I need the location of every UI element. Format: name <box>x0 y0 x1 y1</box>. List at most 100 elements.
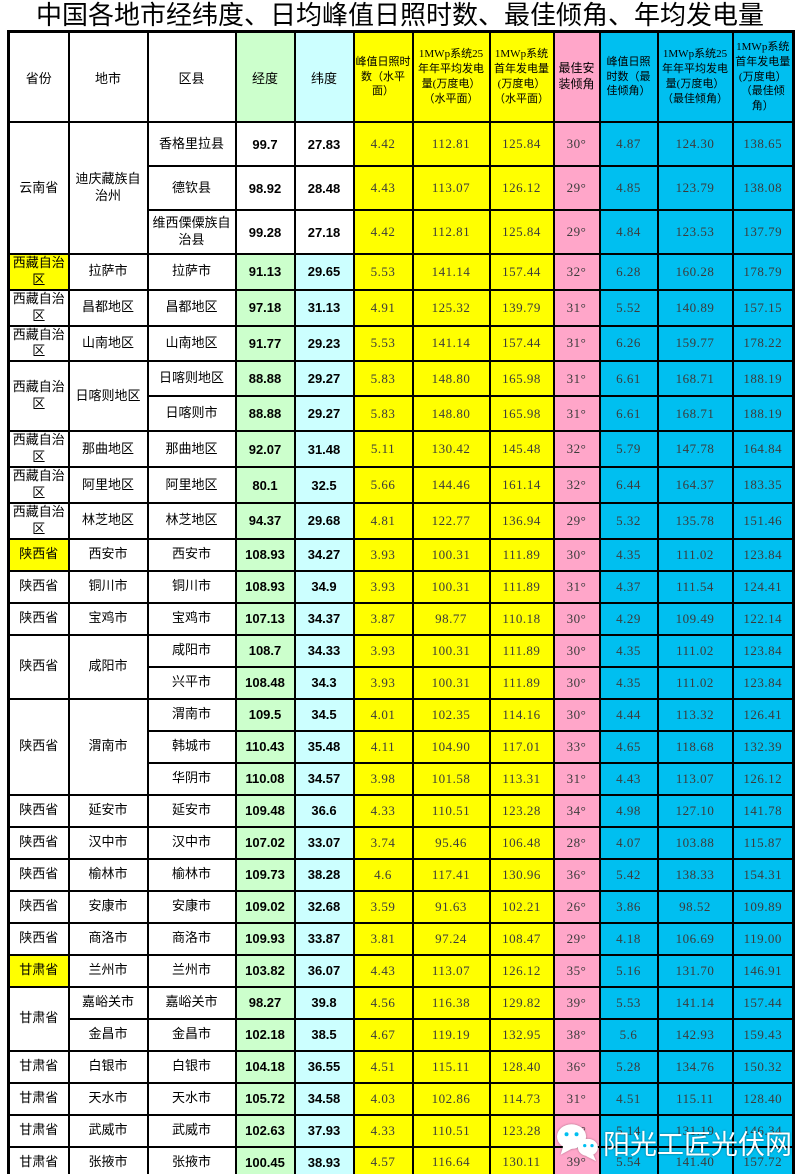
cell-avg25-horizontal: 102.35 <box>411 697 491 732</box>
cell-psh-tilt: 6.44 <box>598 466 659 504</box>
cell-psh-tilt: 4.35 <box>598 665 659 700</box>
cell-city: 咸阳市 <box>67 633 149 700</box>
solar-data-table: 省份 地市 区县 经度 纬度 峰值日照时数（水平面） 1MWp系统25年年平均发电量(万度电… <box>7 30 795 1174</box>
cell-firstyear-horizontal: 114.16 <box>488 697 555 732</box>
cell-psh-tilt: 6.61 <box>598 395 659 433</box>
cell-firstyear-horizontal: 106.48 <box>488 825 555 860</box>
cell-province: 甘肃省 <box>7 953 70 988</box>
cell-province: 陕西省 <box>7 889 70 924</box>
cell-latitude: 34.3 <box>293 665 355 700</box>
cell-best-tilt: 30° <box>552 697 601 732</box>
cell-county: 德钦县 <box>146 165 237 211</box>
cell-avg25-horizontal: 117.41 <box>411 857 491 892</box>
cell-province: 陕西省 <box>7 601 70 636</box>
cell-city: 宝鸡市 <box>67 601 149 636</box>
cell-psh-horizontal: 4.67 <box>352 1017 414 1052</box>
cell-psh-tilt: 5.52 <box>598 288 659 327</box>
cell-county: 张掖市 <box>146 1145 237 1174</box>
cell-county: 天水市 <box>146 1081 237 1116</box>
cell-firstyear-tilt: 138.65 <box>731 121 795 167</box>
table-row: 德钦县 98.92 28.48 4.43 113.07 126.12 29° 4.85 123.… <box>9 165 795 211</box>
cell-best-tilt: 30° <box>552 665 601 700</box>
cell-firstyear-tilt: 128.40 <box>731 1081 795 1116</box>
cell-avg25-horizontal: 116.64 <box>411 1145 491 1174</box>
cell-county: 阿里地区 <box>146 466 237 504</box>
cell-firstyear-horizontal: 108.47 <box>488 921 555 956</box>
cell-province: 西藏自治区 <box>7 360 70 433</box>
cell-best-tilt: 30° <box>552 121 601 167</box>
cell-county: 日喀则地区 <box>146 360 237 398</box>
page-title: 中国各地市经纬度、日均峰值日照时数、最佳倾角、年均发电量 <box>35 1 764 30</box>
cell-county: 金昌市 <box>146 1017 237 1052</box>
cell-psh-tilt: 4.43 <box>598 761 659 796</box>
cell-best-tilt: 32° <box>552 466 601 504</box>
cell-latitude: 38.28 <box>293 857 355 892</box>
cell-psh-horizontal: 4.33 <box>352 1113 414 1148</box>
cell-firstyear-horizontal: 157.44 <box>488 324 555 363</box>
cell-firstyear-horizontal: 102.21 <box>488 889 555 924</box>
table-row: 甘肃省 嘉峪关市 嘉峪关市 98.27 39.8 4.56 116.38 129.82 39° 5… <box>7 985 795 1052</box>
cell-county: 宝鸡市 <box>146 601 237 636</box>
cell-county: 铜川市 <box>146 569 237 604</box>
cell-longitude: 88.88 <box>234 395 296 433</box>
cell-longitude: 99.7 <box>234 121 296 167</box>
cell-city: 汉中市 <box>67 825 149 860</box>
cell-avg25-tilt: 109.49 <box>656 601 734 636</box>
cell-avg25-tilt: 160.28 <box>656 253 734 291</box>
cell-firstyear-horizontal: 161.14 <box>488 466 555 504</box>
cell-best-tilt: 32° <box>552 253 601 291</box>
cell-psh-tilt: 5.53 <box>598 985 659 1020</box>
table-row: 甘肃省武威市武威市102.6337.934.33110.51123.2837°5… <box>7 1113 795 1148</box>
cell-best-tilt: 30° <box>552 537 601 572</box>
cell-longitude: 102.18 <box>234 1017 296 1052</box>
cell-avg25-horizontal: 100.31 <box>411 633 491 668</box>
cell-province: 云南省 <box>7 121 70 255</box>
cell-firstyear-tilt: 146.91 <box>731 953 795 988</box>
cell-latitude: 36.6 <box>293 793 355 828</box>
cell-longitude: 108.93 <box>234 537 296 572</box>
cell-best-tilt: 29° <box>552 209 601 255</box>
cell-psh-tilt: 5.6 <box>598 1017 659 1052</box>
cell-city: 阿里地区 <box>67 466 149 504</box>
cell-psh-horizontal: 3.59 <box>352 889 414 924</box>
cell-avg25-horizontal: 130.42 <box>411 430 491 469</box>
cell-county: 山南地区 <box>146 324 237 363</box>
cell-avg25-tilt: 118.68 <box>656 729 734 764</box>
cell-longitude: 103.82 <box>234 953 296 988</box>
cell-county: 安康市 <box>146 889 237 924</box>
cell-best-tilt: 32° <box>552 430 601 469</box>
cell-longitude: 109.48 <box>234 793 296 828</box>
cell-longitude: 98.92 <box>234 165 296 211</box>
cell-firstyear-tilt: 188.19 <box>731 360 795 398</box>
cell-psh-horizontal: 3.74 <box>352 825 414 860</box>
table-row: 陕西省 延安市 延安市 109.48 36.6 4.33 110.51 123.28 34° 4.… <box>7 793 795 828</box>
cell-longitude: 108.93 <box>234 569 296 604</box>
cell-longitude: 108.48 <box>234 665 296 700</box>
cell-psh-tilt: 4.51 <box>598 1081 659 1116</box>
cell-best-tilt: 35° <box>552 953 601 988</box>
cell-latitude: 35.48 <box>293 729 355 764</box>
cell-county: 白银市 <box>146 1049 237 1084</box>
cell-avg25-tilt: 135.78 <box>656 501 734 540</box>
cell-county: 昌都地区 <box>146 288 237 327</box>
cell-best-tilt: 31° <box>552 324 601 363</box>
cell-longitude: 94.37 <box>234 501 296 540</box>
cell-avg25-tilt: 142.93 <box>656 1017 734 1052</box>
cell-avg25-horizontal: 141.14 <box>411 324 491 363</box>
cell-longitude: 91.13 <box>234 253 296 291</box>
cell-firstyear-tilt: 141.78 <box>731 793 795 828</box>
cell-county: 嘉峪关市 <box>146 985 237 1020</box>
cell-firstyear-tilt: 122.14 <box>731 601 795 636</box>
cell-county: 咸阳市 <box>146 633 237 668</box>
cell-longitude: 108.7 <box>234 633 296 668</box>
cell-psh-horizontal: 3.93 <box>352 537 414 572</box>
cell-psh-horizontal: 4.57 <box>352 1145 414 1174</box>
cell-city: 西安市 <box>67 537 149 572</box>
table-row: 西藏自治区 日喀则地区 日喀则地区 88.88 29.27 5.83 148.80 165.9… <box>7 360 795 433</box>
cell-firstyear-tilt: 132.39 <box>731 729 795 764</box>
cell-avg25-horizontal: 112.81 <box>411 209 491 255</box>
cell-latitude: 29.65 <box>293 253 355 291</box>
cell-psh-horizontal: 4.91 <box>352 288 414 327</box>
cell-avg25-tilt: 131.70 <box>656 953 734 988</box>
cell-avg25-horizontal: 113.07 <box>411 165 491 211</box>
